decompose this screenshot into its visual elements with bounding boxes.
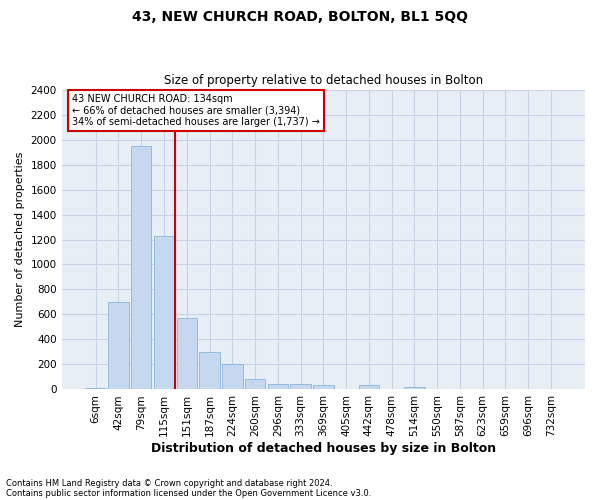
Y-axis label: Number of detached properties: Number of detached properties <box>15 152 25 327</box>
Bar <box>176 318 197 390</box>
Bar <box>359 385 379 390</box>
Bar <box>222 364 242 390</box>
Bar <box>404 387 425 390</box>
Bar <box>131 146 151 390</box>
Text: 43 NEW CHURCH ROAD: 134sqm
← 66% of detached houses are smaller (3,394)
34% of s: 43 NEW CHURCH ROAD: 134sqm ← 66% of deta… <box>72 94 320 128</box>
Bar <box>85 388 106 390</box>
Bar <box>199 352 220 390</box>
Text: 43, NEW CHURCH ROAD, BOLTON, BL1 5QQ: 43, NEW CHURCH ROAD, BOLTON, BL1 5QQ <box>132 10 468 24</box>
X-axis label: Distribution of detached houses by size in Bolton: Distribution of detached houses by size … <box>151 442 496 455</box>
Bar <box>268 384 288 390</box>
Bar <box>154 236 174 390</box>
Bar <box>108 302 129 390</box>
Bar <box>245 380 265 390</box>
Text: Contains public sector information licensed under the Open Government Licence v3: Contains public sector information licen… <box>6 488 371 498</box>
Text: Contains HM Land Registry data © Crown copyright and database right 2024.: Contains HM Land Registry data © Crown c… <box>6 478 332 488</box>
Bar <box>313 385 334 390</box>
Title: Size of property relative to detached houses in Bolton: Size of property relative to detached ho… <box>164 74 483 87</box>
Bar <box>290 384 311 390</box>
